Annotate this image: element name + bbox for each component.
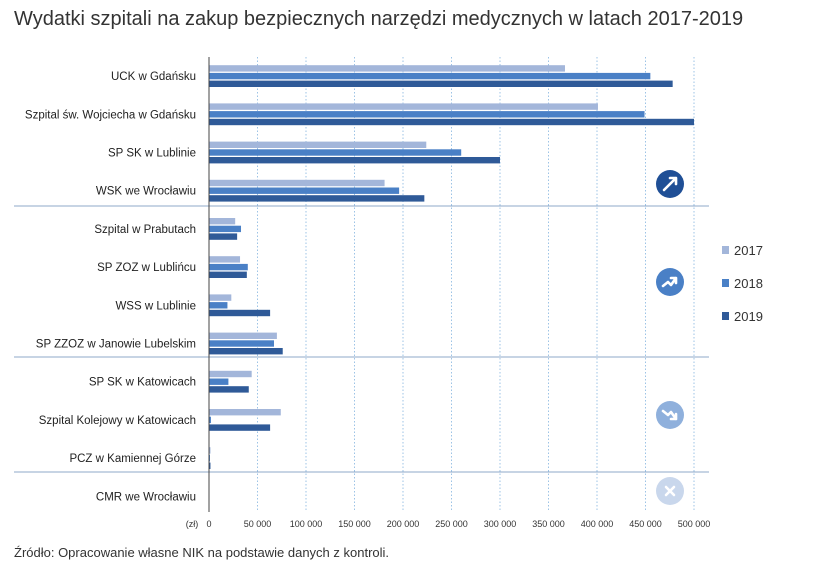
x-tick-label: 200 000 xyxy=(387,519,420,529)
x-tick-label: 100 000 xyxy=(290,519,323,529)
bar-2017 xyxy=(209,332,277,339)
bar-2019 xyxy=(209,233,238,240)
category-label: WSK we Wrocławiu xyxy=(96,186,196,198)
bar-2019 xyxy=(209,386,249,393)
bar-2018 xyxy=(209,416,211,424)
trend-down-icon xyxy=(656,401,684,429)
bar-2018 xyxy=(209,378,229,385)
bar-2019 xyxy=(209,424,271,431)
x-tick-label: 450 000 xyxy=(629,519,662,529)
x-tick-label: 0 xyxy=(206,519,211,529)
bar-2018 xyxy=(209,302,228,309)
x-tick-label: 150 000 xyxy=(338,519,371,529)
x-tick-label: 500 000 xyxy=(678,519,711,529)
bar-2017 xyxy=(209,103,598,110)
no-purchase-icon xyxy=(656,477,684,505)
bar-2018 xyxy=(209,149,462,156)
bar-2017 xyxy=(209,447,211,454)
category-label: Szpital w Prabutach xyxy=(94,224,196,236)
category-label: SP SK w Katowicach xyxy=(89,377,196,389)
bar-2017 xyxy=(209,218,236,225)
bar-2018 xyxy=(209,187,400,194)
x-unit-label: (zł) xyxy=(186,519,199,529)
bar-2019 xyxy=(209,195,425,202)
bar-2018 xyxy=(209,111,645,118)
category-label: SP SK w Lublinie xyxy=(108,148,196,160)
bar-2017 xyxy=(209,409,281,416)
bar-2017 xyxy=(209,141,427,148)
bar-2018 xyxy=(209,340,274,347)
x-tick-label: 400 000 xyxy=(581,519,614,529)
bar-2018 xyxy=(209,225,242,233)
category-label: Szpital Kolejowy w Katowicach xyxy=(39,415,196,427)
bar-2017 xyxy=(209,65,565,72)
category-label: SP ZZOZ w Janowie Lubelskim xyxy=(36,339,196,351)
x-tick-label: 350 000 xyxy=(532,519,565,529)
bar-2019 xyxy=(209,80,673,87)
bar-2019 xyxy=(209,348,283,355)
chart-title: Wydatki szpitali na zakup bezpiecznych n… xyxy=(14,8,744,30)
trend-up-icon xyxy=(656,170,684,198)
bar-2017 xyxy=(209,294,232,301)
bar-2019 xyxy=(209,271,247,278)
x-tick-label: 300 000 xyxy=(484,519,517,529)
bar-2017 xyxy=(209,256,241,263)
bar-2019 xyxy=(209,157,500,164)
legend-swatch-2017 xyxy=(722,246,729,254)
legend-label-2017: 2017 xyxy=(734,243,763,258)
bar-2019 xyxy=(209,309,271,317)
category-label: UCK w Gdańsku xyxy=(111,71,196,83)
bar-2018 xyxy=(209,263,248,271)
bar-2019 xyxy=(209,462,211,469)
x-tick-label: 50 000 xyxy=(244,519,272,529)
bar-2017 xyxy=(209,179,385,187)
category-label: CMR we Wrocławiu xyxy=(96,491,196,503)
source-note: Źródło: Opracowanie własne NIK na podsta… xyxy=(14,545,390,560)
legend-label-2018: 2018 xyxy=(734,276,763,291)
legend-swatch-2019 xyxy=(722,312,729,320)
category-label: SP ZOZ w Lublińcu xyxy=(97,262,196,274)
legend-swatch-2018 xyxy=(722,279,729,287)
category-label: WSS w Lublinie xyxy=(115,300,196,312)
x-tick-label: 250 000 xyxy=(435,519,468,529)
category-label: PCZ w Kamiennej Górze xyxy=(69,453,196,465)
legend-label-2019: 2019 xyxy=(734,309,763,324)
category-label: Szpital św. Wojciecha w Gdańsku xyxy=(25,109,196,121)
bar-2017 xyxy=(209,370,252,378)
bar-2019 xyxy=(209,118,694,126)
bar-2018 xyxy=(209,72,651,80)
trend-up-growing-icon xyxy=(656,268,684,296)
